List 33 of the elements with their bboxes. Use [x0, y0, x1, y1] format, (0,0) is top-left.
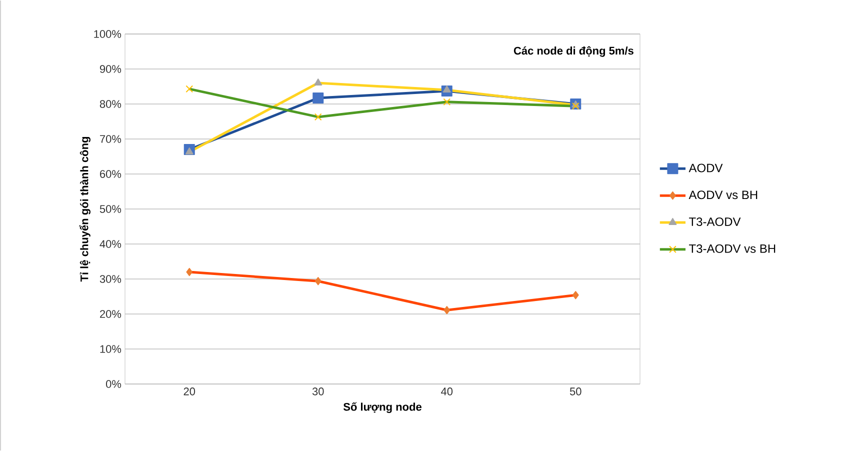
- point: [186, 85, 194, 93]
- point: [572, 291, 579, 300]
- point: [443, 98, 451, 106]
- point: [314, 113, 322, 121]
- legend-label: AODV: [688, 164, 723, 172]
- x-tick-label: 20: [184, 388, 196, 396]
- x-tick-label: 50: [570, 388, 582, 396]
- y-tick-label: 70%: [100, 135, 122, 143]
- y-tick-label: 60%: [100, 170, 122, 178]
- y-tick-label: 0%: [106, 380, 122, 388]
- point: [444, 306, 450, 314]
- point: [312, 92, 324, 104]
- legend-label: T3-AODV: [689, 218, 741, 226]
- y-tick-label: 90%: [100, 65, 122, 73]
- x-tick-label: 40: [441, 388, 453, 396]
- y-tick-label: 80%: [100, 100, 122, 108]
- y-tick-label: 50%: [100, 205, 122, 213]
- x-axis-title: Số lượng node: [343, 402, 422, 413]
- y-tick-label: 30%: [100, 275, 122, 283]
- y-tick-label: 100%: [94, 30, 122, 38]
- legend-label: T3-AODV vs BH: [689, 244, 776, 253]
- y-tick-label: 40%: [100, 240, 122, 248]
- point: [186, 268, 193, 276]
- point: [185, 147, 194, 154]
- point: [314, 277, 322, 286]
- point: [314, 78, 322, 86]
- y-tick-label: 10%: [100, 345, 122, 353]
- x-tick-label: 30: [312, 388, 324, 396]
- point: [442, 86, 451, 92]
- y-tick-label: 20%: [100, 310, 122, 318]
- y-axis-title: Tỉ lệ chuyển gói thành công: [79, 137, 90, 282]
- annotation: Các node di động 5m/s: [514, 46, 634, 57]
- legend-label: AODV vs BH: [688, 190, 758, 200]
